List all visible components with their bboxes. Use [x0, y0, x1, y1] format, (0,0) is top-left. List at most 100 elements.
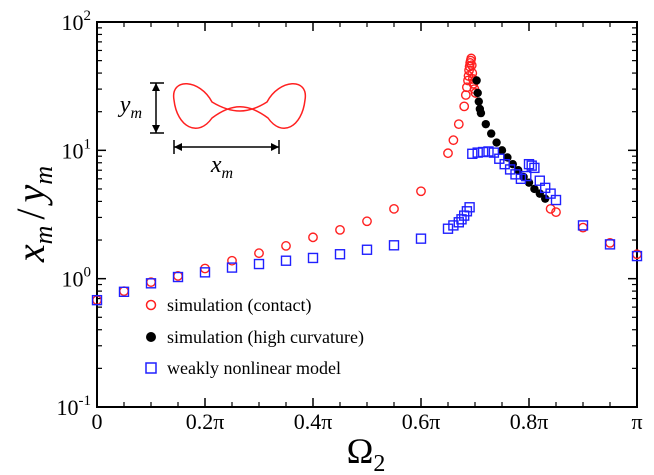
y-title-x-sub: m	[29, 226, 58, 245]
y-title-x: x	[8, 244, 53, 263]
data-point-weakly-nonlinear	[448, 220, 459, 231]
data-point-weakly-nonlinear	[172, 271, 184, 283]
data-point-contact	[466, 53, 477, 64]
legend: simulation (contact) simulation (high cu…	[145, 295, 364, 378]
legend-label-weakly-nonlinear: weakly nonlinear model	[167, 358, 341, 378]
series-filled-circle	[472, 76, 550, 203]
y-tick-labels: 10-1 100 101 102	[57, 8, 92, 420]
data-point-high-curvature	[473, 88, 482, 98]
data-point-weakly-nonlinear	[442, 223, 454, 234]
y-axis-title: xm/ym	[8, 166, 58, 263]
data-point-weakly-nonlinear	[545, 188, 556, 199]
x-tick-label: 0.2π	[186, 409, 225, 434]
data-point-weakly-nonlinear	[456, 214, 467, 225]
inset-width-arrowhead-right	[271, 143, 279, 151]
data-point-weakly-nonlinear	[494, 153, 505, 164]
data-point-contact	[227, 255, 237, 266]
data-point-weakly-nonlinear	[577, 220, 589, 231]
data-point-contact	[335, 224, 345, 235]
inset-shape	[173, 83, 306, 129]
x-tick-label: π	[631, 409, 642, 434]
data-point-weakly-nonlinear	[467, 148, 478, 159]
x-tick-label: 0.8π	[510, 409, 549, 434]
data-point-weakly-nonlinear	[334, 249, 346, 260]
data-point-high-curvature	[472, 76, 481, 85]
data-point-high-curvature	[474, 97, 483, 106]
data-point-contact	[467, 68, 478, 78]
data-point-contact	[459, 101, 470, 112]
y-tick-label: 100	[62, 265, 92, 292]
series-open-circle	[92, 53, 642, 306]
data-point-weakly-nonlinear	[529, 162, 540, 174]
data-point-high-curvature	[476, 108, 486, 118]
data-point-weakly-nonlinear	[453, 217, 464, 228]
data-point-weakly-nonlinear	[388, 240, 400, 251]
x-tick-label: 0	[92, 409, 103, 434]
x-axis-title: Ω2	[347, 431, 386, 475]
data-point-weakly-nonlinear	[226, 262, 238, 273]
y-tick-label: 10-1	[57, 393, 92, 420]
data-point-weakly-nonlinear	[488, 147, 500, 158]
inset-height-arrowhead-bottom	[152, 125, 160, 133]
data-point-weakly-nonlinear	[415, 233, 427, 244]
legend-item-weakly-nonlinear: weakly nonlinear model	[145, 358, 341, 378]
data-series	[91, 53, 643, 306]
series-open-square	[91, 146, 643, 306]
axis-ticks	[96, 21, 638, 408]
data-point-high-curvature	[541, 194, 550, 203]
data-point-weakly-nonlinear	[199, 267, 211, 278]
data-point-weakly-nonlinear	[540, 182, 551, 194]
data-point-weakly-nonlinear	[521, 170, 532, 182]
svg-text:xm/ym: xm/ym	[8, 166, 58, 263]
data-point-contact	[463, 75, 473, 86]
y-tick-label: 102	[62, 8, 92, 35]
data-point-weakly-nonlinear	[483, 146, 494, 157]
x-tick-label: 0.4π	[294, 409, 333, 434]
data-point-weakly-nonlinear	[91, 294, 103, 306]
x-tick-label: 0.6π	[402, 409, 441, 434]
data-point-weakly-nonlinear	[499, 158, 510, 170]
legend-marker-contact	[145, 299, 157, 311]
x-title-sub: 2	[373, 451, 385, 475]
data-point-weakly-nonlinear	[253, 258, 265, 270]
data-point-high-curvature	[481, 119, 490, 129]
legend-item-high-curvature: simulation (high curvature)	[146, 327, 364, 348]
inset-height-arrowhead-top	[152, 83, 160, 91]
data-point-weakly-nonlinear	[118, 286, 130, 298]
data-point-contact	[453, 119, 464, 130]
legend-label-high-curvature: simulation (high curvature)	[167, 327, 364, 348]
data-point-contact	[545, 203, 556, 214]
data-point-weakly-nonlinear	[631, 250, 643, 262]
data-point-contact	[281, 241, 291, 251]
x-title-main: Ω	[347, 431, 374, 471]
data-point-contact	[464, 65, 474, 76]
data-point-contact	[448, 135, 459, 146]
inset-width-arrowhead-left	[174, 143, 182, 151]
data-point-weakly-nonlinear	[526, 160, 537, 171]
data-point-weakly-nonlinear	[145, 278, 157, 289]
data-point-weakly-nonlinear	[307, 252, 319, 264]
inset-xlabel: xm	[210, 152, 233, 182]
data-point-weakly-nonlinear	[515, 173, 527, 185]
data-point-weakly-nonlinear	[604, 239, 616, 250]
legend-item-contact: simulation (contact)	[145, 295, 311, 316]
y-title-slash: /	[8, 208, 53, 220]
data-point-high-curvature	[487, 129, 496, 138]
data-point-weakly-nonlinear	[550, 194, 562, 206]
x-tick-labels: 0 0.2π 0.4π 0.6π 0.8π π	[92, 409, 643, 434]
data-point-weakly-nonlinear	[280, 255, 292, 266]
data-point-weakly-nonlinear	[472, 147, 483, 158]
legend-marker-high-curvature	[146, 332, 156, 342]
data-point-weakly-nonlinear	[464, 202, 475, 213]
data-point-weakly-nonlinear	[477, 146, 489, 158]
data-point-contact	[362, 216, 372, 227]
y-title-y-sub: m	[29, 166, 58, 185]
data-point-high-curvature	[497, 146, 507, 155]
legend-label-contact: simulation (contact)	[167, 295, 311, 316]
data-point-high-curvature	[535, 189, 544, 198]
data-point-contact	[416, 186, 426, 197]
data-point-high-curvature	[492, 138, 501, 147]
data-point-weakly-nonlinear	[534, 175, 545, 186]
inset-diagram: ym xm	[118, 82, 306, 182]
